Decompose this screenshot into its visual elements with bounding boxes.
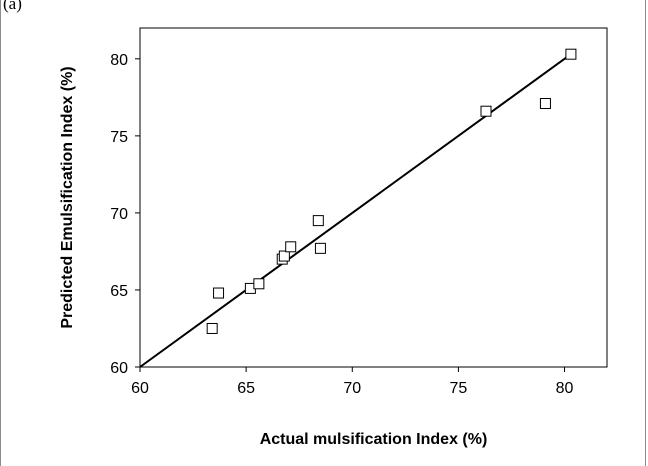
data-point [539, 98, 551, 110]
y-tick-label: 75 [110, 129, 128, 146]
y-tick-label: 80 [110, 52, 128, 69]
y-tick-label: 65 [110, 283, 128, 300]
x-tick-label: 60 [131, 380, 149, 397]
fit-line [139, 53, 572, 368]
data-point [285, 241, 297, 253]
x-tick-label: 75 [450, 380, 468, 397]
y-axis-ticks: 60 65 70 75 80 [110, 52, 140, 377]
y-tick-label: 70 [110, 206, 128, 223]
data-points [206, 48, 577, 334]
x-axis-ticks: 60 65 70 75 80 [131, 367, 574, 397]
data-point [213, 287, 225, 299]
data-point [253, 278, 265, 290]
y-tick-label: 60 [110, 360, 128, 377]
plot-frame [139, 27, 608, 368]
x-axis-title: Actual mulsification Index (%) [260, 431, 488, 448]
data-point [206, 322, 218, 334]
data-point [314, 242, 326, 254]
data-point [312, 215, 324, 227]
x-tick-label: 70 [343, 380, 361, 397]
x-tick-label: 65 [237, 380, 255, 397]
panel-label: (a) [3, 0, 22, 13]
x-tick-label: 80 [556, 380, 574, 397]
plot-area [139, 27, 608, 368]
data-point [565, 48, 577, 60]
data-point [278, 250, 290, 262]
data-point [480, 105, 492, 117]
y-axis-title: Predicted Emulsification Index (%) [59, 66, 76, 328]
